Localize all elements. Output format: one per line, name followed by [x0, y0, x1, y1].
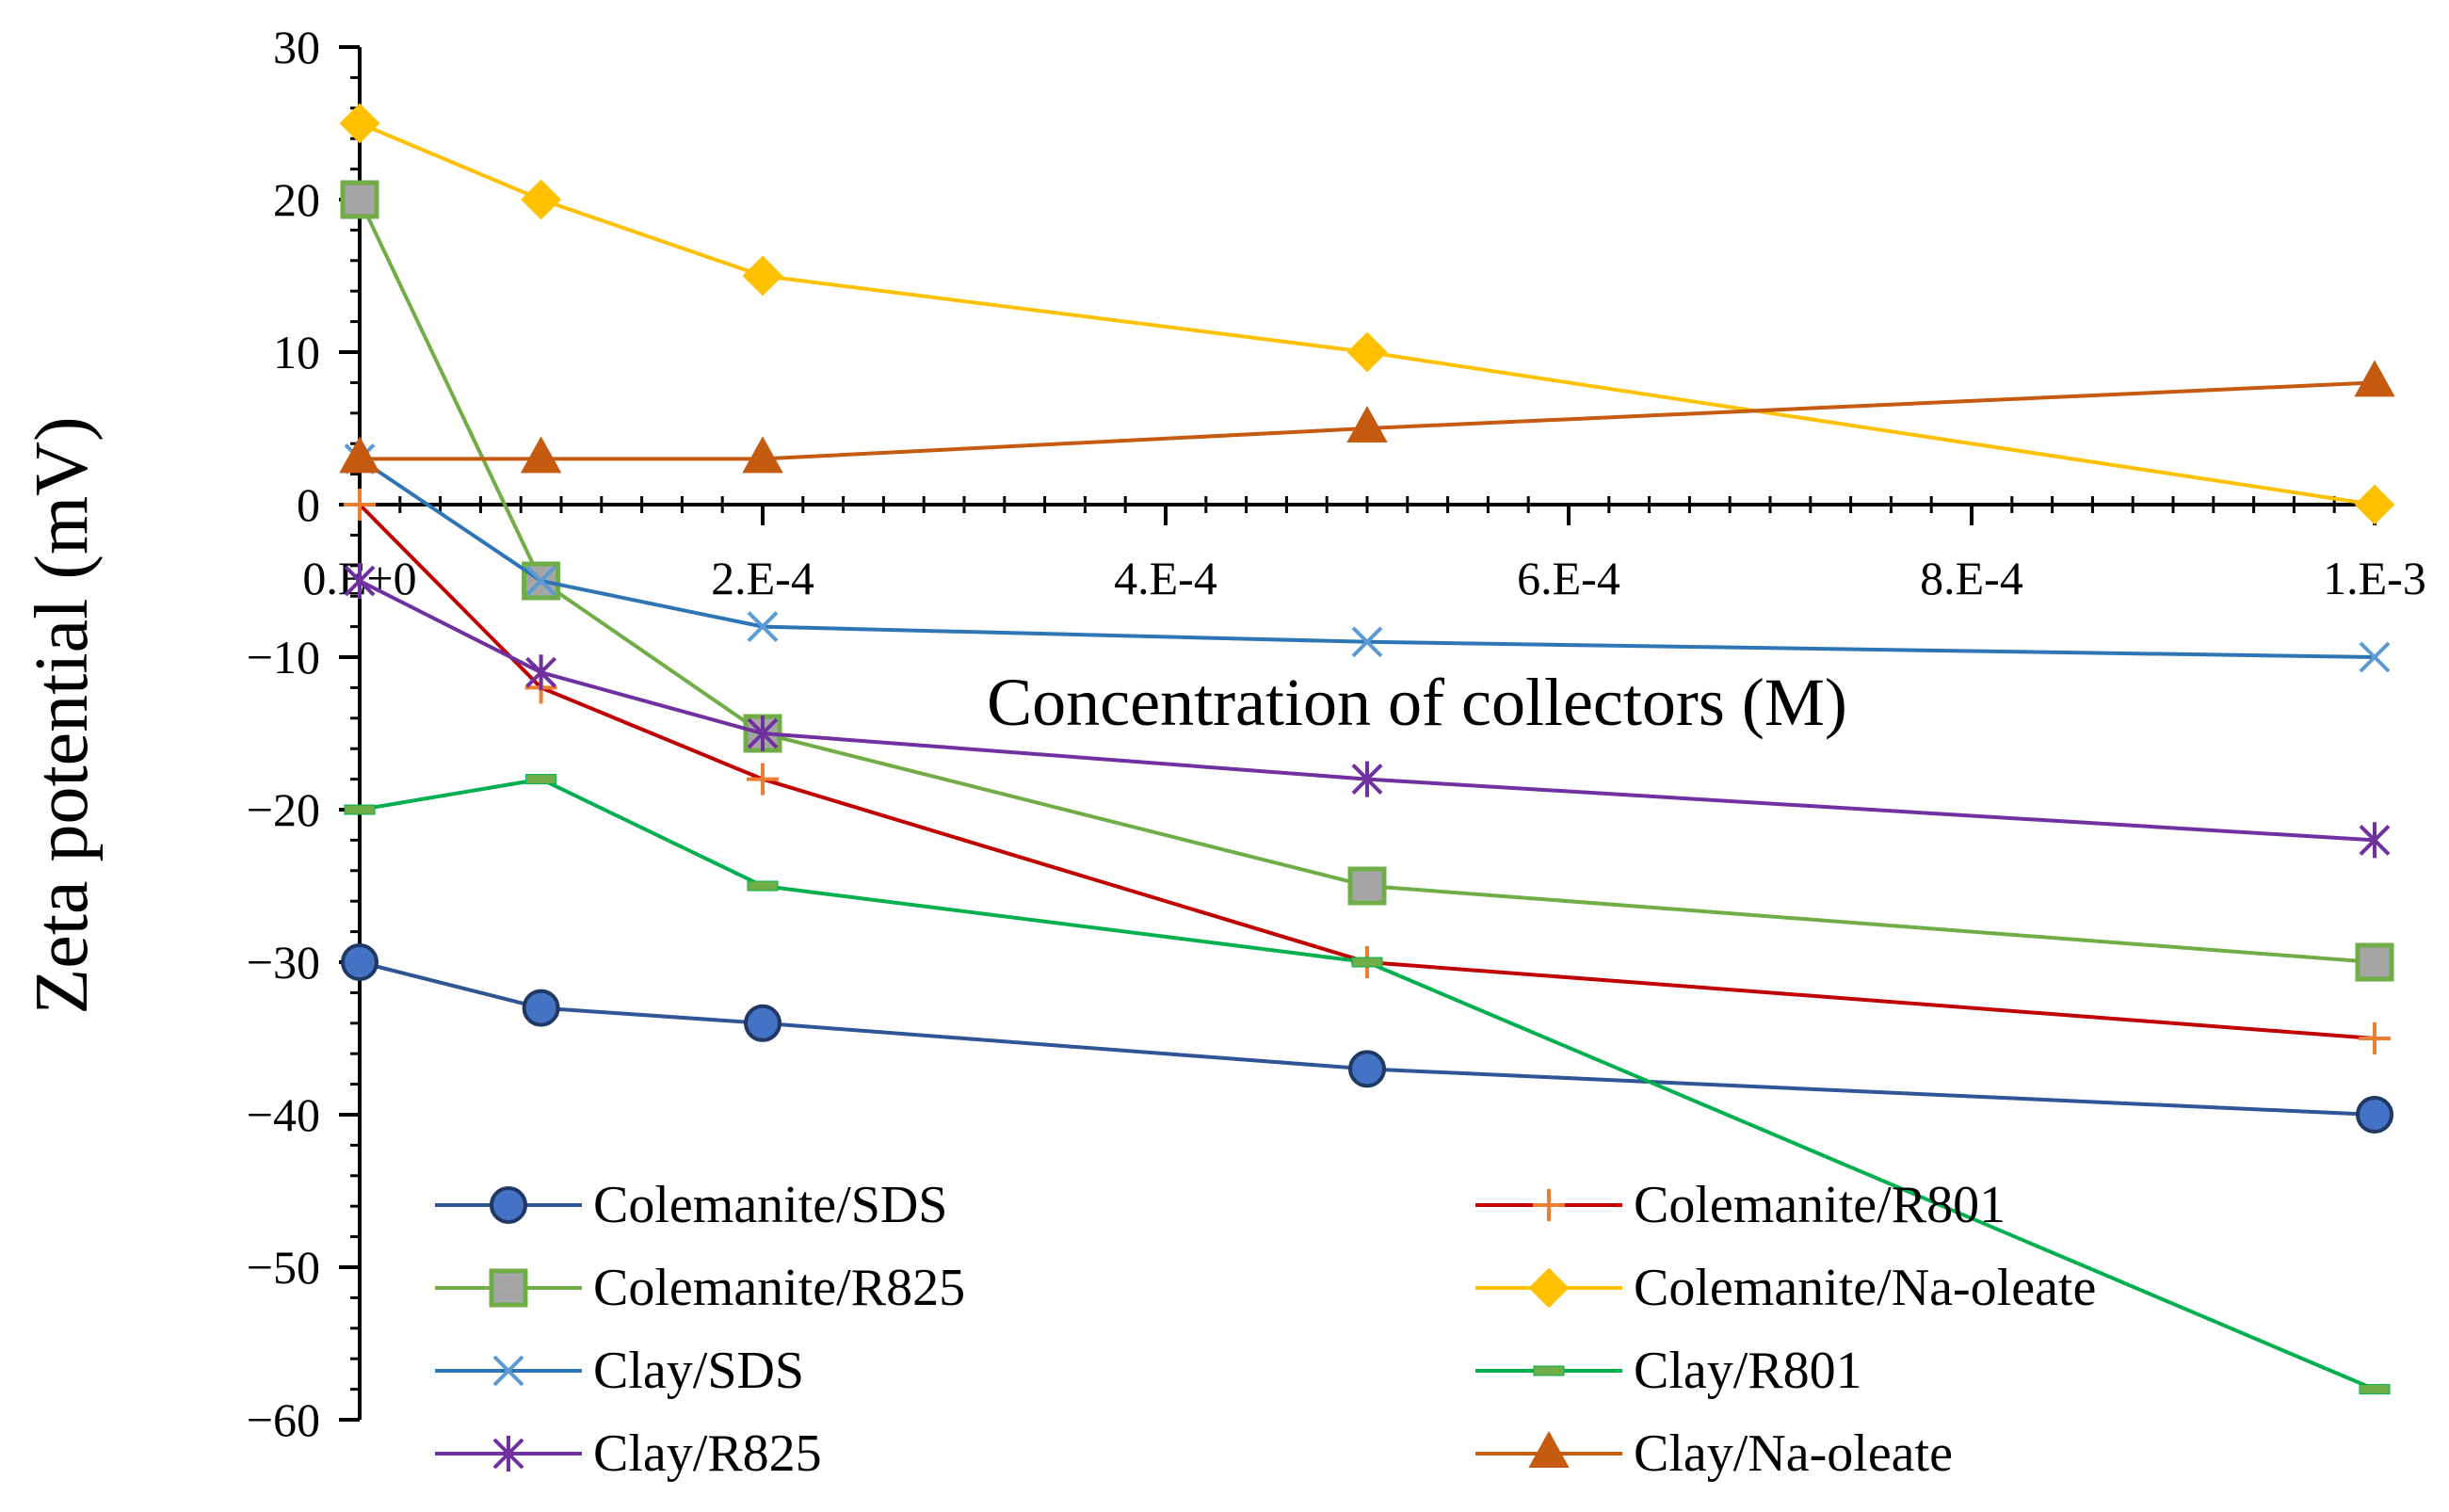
legend-marker	[492, 1436, 524, 1472]
legend-entry: Colemanite/Na-oleate	[1475, 1259, 2096, 1317]
data-point	[2359, 822, 2391, 859]
legend-entry: Clay/R801	[1475, 1342, 1862, 1400]
y-tick-label: −20	[247, 783, 320, 836]
series-clay-r801	[344, 774, 2391, 1395]
data-point	[742, 255, 783, 297]
legend-marker	[1528, 1430, 1570, 1468]
data-point	[1348, 1050, 1386, 1088]
series-colemanite-r825	[340, 180, 2394, 982]
legend-entry: Clay/SDS	[435, 1342, 804, 1400]
data-point	[344, 563, 376, 599]
y-tick-label: −60	[247, 1393, 320, 1446]
data-point	[2356, 1096, 2393, 1134]
legend-entry: Clay/Na-oleate	[1475, 1424, 1953, 1483]
data-point	[522, 989, 560, 1027]
data-point	[1347, 866, 1387, 906]
legend-label: Colemanite/Na-oleate	[1634, 1259, 2096, 1317]
data-point	[521, 179, 562, 220]
legend-label: Clay/R801	[1634, 1342, 1862, 1400]
data-point	[2359, 1384, 2391, 1395]
series-colemanite-sds	[341, 943, 2393, 1134]
series-line	[359, 960, 2376, 1117]
data-point	[1346, 331, 1388, 373]
legend-label: Colemanite/R825	[593, 1259, 965, 1317]
data-point	[2355, 942, 2394, 982]
y-tick-label: 20	[273, 173, 320, 226]
x-tick-label: 1.E-3	[2323, 552, 2426, 604]
series-line	[358, 457, 2376, 659]
series-line	[359, 121, 2376, 507]
y-tick-label: −10	[247, 631, 320, 684]
data-point	[747, 611, 779, 643]
data-point	[341, 943, 379, 981]
x-tick-label: 2.E-4	[711, 552, 814, 604]
legend-entry: Clay/R825	[435, 1424, 822, 1483]
legend-marker	[490, 1186, 527, 1224]
data-point	[2359, 641, 2391, 673]
data-point	[339, 103, 380, 144]
series-clay-sds	[344, 442, 2391, 673]
series-clay-r825	[344, 563, 2391, 859]
data-point	[520, 436, 562, 474]
legend-marker	[1533, 1189, 1565, 1221]
data-point	[2359, 1022, 2391, 1054]
legend-marker	[1533, 1365, 1565, 1376]
legend-marker	[1528, 1267, 1570, 1309]
legend-entry: Colemanite/R825	[435, 1259, 965, 1317]
data-point	[344, 804, 376, 815]
data-point	[525, 565, 557, 597]
legend-marker	[492, 1355, 524, 1387]
data-point	[525, 654, 557, 691]
legend-label: Clay/Na-oleate	[1634, 1424, 1953, 1483]
data-point	[1351, 957, 1383, 968]
series-line	[358, 199, 2376, 964]
legend-entry: Colemanite/R801	[1475, 1176, 2006, 1234]
x-axis-title: Concentration of collectors (M)	[987, 665, 1847, 740]
y-axis-title: Zeta potential (mV)	[21, 416, 104, 1014]
data-point	[2354, 360, 2395, 397]
y-tick-label: −30	[247, 936, 320, 989]
legend: Colemanite/SDS Colemanite/R801 Colemanite/…	[435, 1176, 2096, 1483]
data-point	[1346, 405, 1388, 442]
y-tick-label: −50	[247, 1241, 320, 1294]
data-point	[340, 180, 379, 219]
data-point	[747, 880, 779, 892]
x-tick-label: 6.E-4	[1517, 552, 1620, 604]
y-tick-label: −40	[247, 1088, 320, 1141]
y-tick-label: 0	[297, 478, 320, 531]
data-point	[2354, 484, 2395, 525]
y-tick-label: 10	[273, 326, 320, 378]
data-point	[344, 489, 376, 521]
legend-label: Colemanite/SDS	[593, 1176, 947, 1234]
y-tick-label: 30	[273, 21, 320, 73]
data-point	[747, 763, 779, 796]
series-colemanite-na-oleate	[339, 103, 2395, 525]
series-clay-na-oleate	[339, 360, 2395, 474]
legend-entry: Colemanite/SDS	[435, 1176, 947, 1234]
x-tick-label: 8.E-4	[1920, 552, 2023, 604]
legend-label: Clay/R825	[593, 1424, 822, 1483]
data-point	[742, 436, 783, 474]
x-tick-label: 4.E-4	[1114, 552, 1217, 604]
data-point	[744, 1004, 781, 1042]
legend-label: Colemanite/R801	[1634, 1176, 2006, 1234]
data-point	[525, 774, 557, 785]
data-point	[1351, 626, 1383, 658]
data-point	[339, 436, 380, 474]
data-point	[747, 716, 779, 751]
data-point	[1351, 761, 1383, 797]
legend-marker	[489, 1268, 528, 1308]
legend-label: Clay/SDS	[593, 1342, 804, 1400]
series-lines	[339, 103, 2395, 1395]
